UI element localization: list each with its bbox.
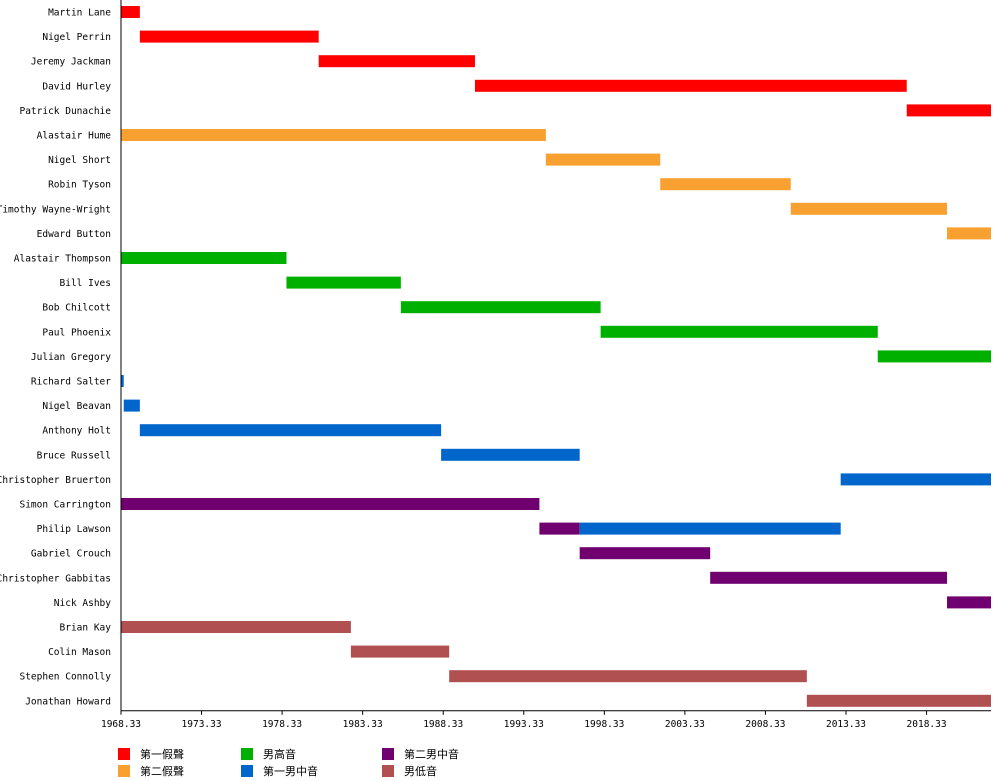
bar-david-hurley-0 [474, 79, 907, 92]
row-label-anthony-holt: Anthony Holt [42, 426, 111, 437]
bar-jonathan-howard-0 [806, 694, 991, 707]
legend-label-ct1: 第一假聲 [140, 748, 184, 761]
legend-swatch-bass [382, 765, 394, 777]
row-label-julian-gregory: Julian Gregory [31, 352, 111, 363]
bar-philip-lawson-1 [579, 522, 841, 535]
bar-christopher-gabbitas-0 [710, 571, 948, 584]
bar-nigel-short-0 [545, 153, 661, 166]
legend-label-ct2: 第二假聲 [140, 765, 184, 778]
row-label-robin-tyson: Robin Tyson [48, 180, 111, 191]
legend-swatch-ten [241, 748, 253, 760]
bar-bruce-russell-0 [441, 448, 580, 461]
x-tick-label-1: 1973.33 [182, 719, 222, 730]
bar-richard-salter-0 [121, 375, 124, 387]
chart-legend: 第一假聲第二假聲 男高音第一男中音 第二男中音男低音 [118, 746, 538, 780]
bar-timothy-wayne-wright-0 [790, 202, 948, 215]
bar-brian-kay-0 [121, 621, 351, 633]
legend-item-bar1: 第一男中音 [241, 763, 318, 779]
bar-philip-lawson-0 [539, 522, 580, 535]
row-label-david-hurley: David Hurley [42, 81, 111, 92]
row-label-philip-lawson: Philip Lawson [37, 524, 111, 535]
legend-label-bass: 男低音 [404, 765, 437, 778]
bar-nick-ashby-0 [947, 596, 991, 609]
row-label-christopher-bruerton: Christopher Bruerton [0, 475, 111, 486]
bar-paul-phoenix-0 [600, 325, 878, 338]
bar-alastair-thompson-0 [121, 252, 287, 264]
bar-julian-gregory-0 [877, 350, 991, 363]
row-label-bruce-russell: Bruce Russell [37, 450, 111, 461]
legend-item-ct2: 第二假聲 [118, 763, 184, 779]
row-label-bill-ives: Bill Ives [60, 278, 111, 289]
row-label-jonathan-howard: Jonathan Howard [25, 696, 111, 707]
bar-stephen-connolly-0 [449, 670, 807, 683]
gantt-chart: Martin Lane Nigel Perrin Jeremy Jackman Dav… [0, 0, 991, 730]
row-label-bob-chilcott: Bob Chilcott [42, 303, 111, 314]
bar-anthony-holt-0 [139, 424, 442, 437]
legend-label-bar2: 第二男中音 [404, 748, 459, 761]
row-label-alastair-thompson: Alastair Thompson [14, 254, 111, 265]
row-label-paul-phoenix: Paul Phoenix [42, 327, 111, 338]
row-label-jeremy-jackman: Jeremy Jackman [31, 57, 111, 68]
bar-nigel-beavan-0 [123, 399, 140, 412]
bar-jeremy-jackman-0 [318, 55, 475, 68]
row-label-martin-lane: Martin Lane [48, 8, 111, 19]
x-tick-label-8: 2008.33 [745, 719, 785, 730]
row-label-simon-carrington: Simon Carrington [19, 500, 111, 511]
row-label-brian-kay: Brian Kay [60, 623, 112, 634]
bar-bill-ives-0 [286, 276, 401, 289]
bar-alastair-hume-0 [121, 129, 546, 141]
legend-swatch-bar1 [241, 765, 253, 777]
row-label-nigel-perrin: Nigel Perrin [42, 32, 111, 43]
bar-robin-tyson-0 [660, 178, 791, 191]
x-tick-label-2: 1978.33 [262, 719, 302, 730]
row-label-edward-button: Edward Button [37, 229, 111, 240]
x-tick-label-4: 1988.33 [423, 719, 463, 730]
bar-colin-mason-0 [350, 645, 450, 658]
bar-christopher-bruerton-0 [840, 473, 991, 486]
row-label-alastair-hume: Alastair Hume [37, 131, 112, 142]
row-label-nigel-short: Nigel Short [48, 155, 111, 166]
row-label-gabriel-crouch: Gabriel Crouch [31, 549, 111, 560]
row-label-christopher-gabbitas: Christopher Gabbitas [0, 573, 111, 584]
legend-label-bar1: 第一男中音 [263, 765, 318, 778]
x-tick-label-0: 1968.33 [101, 719, 141, 730]
x-tick-label-7: 2003.33 [665, 719, 705, 730]
bar-simon-carrington-0 [121, 498, 540, 510]
row-label-nigel-beavan: Nigel Beavan [42, 401, 111, 412]
legend-swatch-ct1 [118, 748, 130, 760]
x-tick-label-5: 1993.33 [504, 719, 544, 730]
bar-edward-button-0 [947, 227, 991, 240]
bar-bob-chilcott-0 [400, 301, 601, 314]
row-label-nick-ashby: Nick Ashby [54, 598, 111, 609]
legend-item-ten: 男高音 [241, 746, 296, 762]
bar-nigel-perrin-0 [139, 30, 319, 43]
x-tick-label-9: 2013.33 [826, 719, 866, 730]
row-label-colin-mason: Colin Mason [48, 647, 111, 658]
legend-item-bar2: 第二男中音 [382, 746, 459, 762]
bar-gabriel-crouch-0 [579, 547, 711, 560]
row-label-stephen-connolly: Stephen Connolly [19, 672, 111, 683]
x-tick-label-3: 1983.33 [343, 719, 383, 730]
legend-swatch-ct2 [118, 765, 130, 777]
bar-patrick-dunachie-0 [906, 104, 991, 117]
x-tick-label-6: 1998.33 [584, 719, 624, 730]
row-label-patrick-dunachie: Patrick Dunachie [19, 106, 111, 117]
legend-item-bass: 男低音 [382, 763, 437, 779]
row-label-timothy-wayne-wright: Timothy Wayne-Wright [0, 204, 111, 215]
bar-martin-lane-0 [121, 6, 140, 18]
row-label-richard-salter: Richard Salter [31, 377, 111, 388]
legend-label-ten: 男高音 [263, 748, 296, 761]
legend-swatch-bar2 [382, 748, 394, 760]
x-tick-label-10: 2018.33 [907, 719, 947, 730]
legend-item-ct1: 第一假聲 [118, 746, 184, 762]
